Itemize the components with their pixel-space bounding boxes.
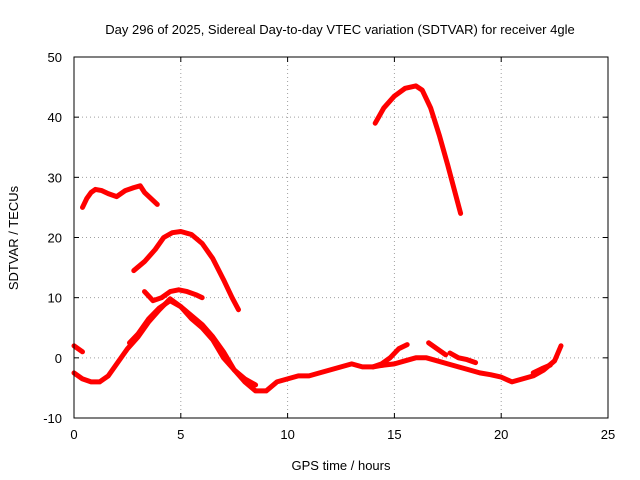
y-tick-label: 10 <box>48 291 62 306</box>
series-group <box>71 83 564 394</box>
x-axis-label: GPS time / hours <box>292 458 391 473</box>
series-line-arc-d <box>372 83 464 216</box>
series-line-arc-g <box>127 298 259 388</box>
x-tick-label: 20 <box>494 427 508 442</box>
y-tick-label: 20 <box>48 231 62 246</box>
y-tick-label: 0 <box>55 351 62 366</box>
y-axis-label: SDTVAR / TECUs <box>6 185 21 290</box>
y-tick-label: 50 <box>48 50 62 65</box>
series-line-arc-k <box>530 362 553 376</box>
series-line-arc-h <box>370 342 410 370</box>
x-tick-label: 25 <box>601 427 615 442</box>
y-tick-label: 40 <box>48 110 62 125</box>
series-line-arc-a <box>80 183 160 210</box>
series-line-arc-j <box>447 350 479 366</box>
x-tick-label: 0 <box>70 427 77 442</box>
series-line-arc-b <box>131 229 241 313</box>
x-tick-label: 15 <box>387 427 401 442</box>
series-line-arc-e <box>71 343 85 355</box>
grid <box>74 57 608 418</box>
x-tick-label: 5 <box>177 427 184 442</box>
series-line-arc-f <box>71 296 564 394</box>
x-tick-label: 10 <box>280 427 294 442</box>
series-line-arc-c <box>142 287 205 304</box>
ticks: 0 5 10 15 20 25 -10 0 10 20 30 40 50 <box>43 50 615 442</box>
y-tick-label: -10 <box>43 411 62 426</box>
chart-title: Day 296 of 2025, Sidereal Day-to-day VTE… <box>105 22 574 37</box>
y-tick-label: 30 <box>48 170 62 185</box>
series-line-arc-i <box>426 340 449 358</box>
